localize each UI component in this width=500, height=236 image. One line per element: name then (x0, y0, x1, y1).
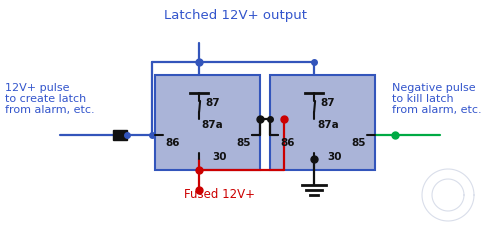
Text: Negative pulse: Negative pulse (392, 83, 475, 93)
Text: from alarm, etc.: from alarm, etc. (5, 105, 94, 115)
Bar (113, 130, 127, 140)
Text: Latched 12V+ output: Latched 12V+ output (164, 8, 306, 21)
Text: from alarm, etc.: from alarm, etc. (392, 105, 482, 115)
Text: to create latch: to create latch (5, 94, 86, 104)
Text: 30: 30 (328, 152, 342, 162)
Text: 85: 85 (352, 138, 366, 148)
Text: to kill latch: to kill latch (392, 94, 454, 104)
Text: 87a: 87a (202, 120, 224, 130)
Text: 87: 87 (320, 98, 335, 108)
Text: Fused 12V+: Fused 12V+ (184, 189, 255, 202)
Text: 87: 87 (206, 98, 220, 108)
Text: 86: 86 (281, 138, 295, 148)
Bar (270, 75, 375, 170)
Text: 87a: 87a (317, 120, 338, 130)
Text: 85: 85 (237, 138, 252, 148)
Text: 86: 86 (166, 138, 180, 148)
Text: 30: 30 (213, 152, 227, 162)
Text: 12V+ pulse: 12V+ pulse (5, 83, 70, 93)
Bar (155, 75, 260, 170)
